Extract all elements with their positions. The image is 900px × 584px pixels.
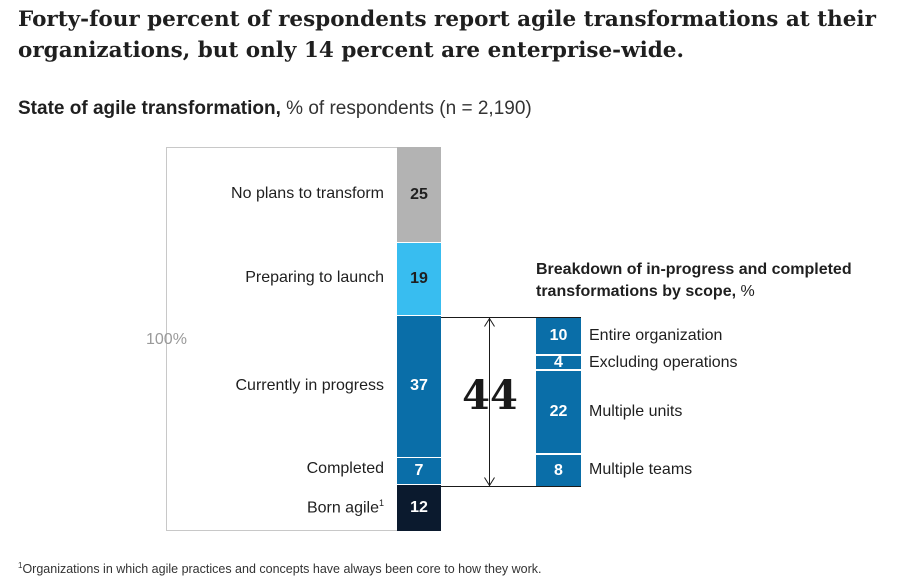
breakdown-title: Breakdown of in-progress and completed t… <box>536 259 896 303</box>
chart-subtitle: State of agile transformation, % of resp… <box>18 96 532 122</box>
subtitle-bold: State of agile transformation, <box>18 98 281 119</box>
breakdown-label-excluding-operations: Excluding operations <box>589 353 738 371</box>
chart-title: Forty-four percent of respondents report… <box>18 7 876 63</box>
bar-label-completed: Completed <box>306 460 384 478</box>
total-bracket <box>166 147 397 531</box>
footnote: 1Organizations in which agile practices … <box>18 561 541 576</box>
bracket-total: 44 <box>462 372 518 419</box>
breakdown-segment-multiple-units: 22 <box>536 371 581 456</box>
breakdown-label-multiple-teams: Multiple teams <box>589 460 693 478</box>
bar-label-no-plans-to-transform: No plans to transform <box>231 185 384 202</box>
bar-segment-completed: 7 <box>397 458 441 484</box>
breakdown-segment-multiple-teams: 8 <box>536 455 581 486</box>
breakdown-segment-entire-organization: 10 <box>536 318 581 357</box>
footnote-text: Organizations in which agile practices a… <box>22 562 542 577</box>
bar-label-preparing-to-launch: Preparing to launch <box>245 269 384 287</box>
bar-label-currently-in-progress: Currently in progress <box>235 377 385 394</box>
bar-segment-no-plans-to-transform: 25 <box>397 147 441 242</box>
bracket-bottom-line <box>441 486 581 487</box>
born-agile-footnote-marker: 1 <box>378 497 384 508</box>
bar-label-born-agile: Born agile1 <box>306 497 384 517</box>
footnote-marker: 1 <box>18 561 23 570</box>
bar-segment-currently-in-progress: 37 <box>397 315 441 458</box>
breakdown-label-multiple-units: Multiple units <box>589 403 683 421</box>
breakdown-title-bold: Breakdown of in-progress and completed t… <box>536 261 852 300</box>
arrow-up-icon <box>484 318 495 327</box>
breakdown-label-entire-organization: Entire organization <box>589 327 723 345</box>
breakdown-title-unit: % <box>736 283 755 300</box>
breakdown-segment-excluding-operations: 4 <box>536 354 581 372</box>
bar-segment-born-agile: 12 <box>397 484 441 531</box>
bracket-top-line <box>441 317 581 318</box>
subtitle-rest: % of respondents (n = 2,190) <box>280 98 532 119</box>
bracket-arrow-line <box>489 318 490 486</box>
total-label: 100% <box>146 331 187 348</box>
bar-segment-preparing-to-launch: 19 <box>397 243 441 315</box>
arrow-down-icon <box>484 477 495 486</box>
